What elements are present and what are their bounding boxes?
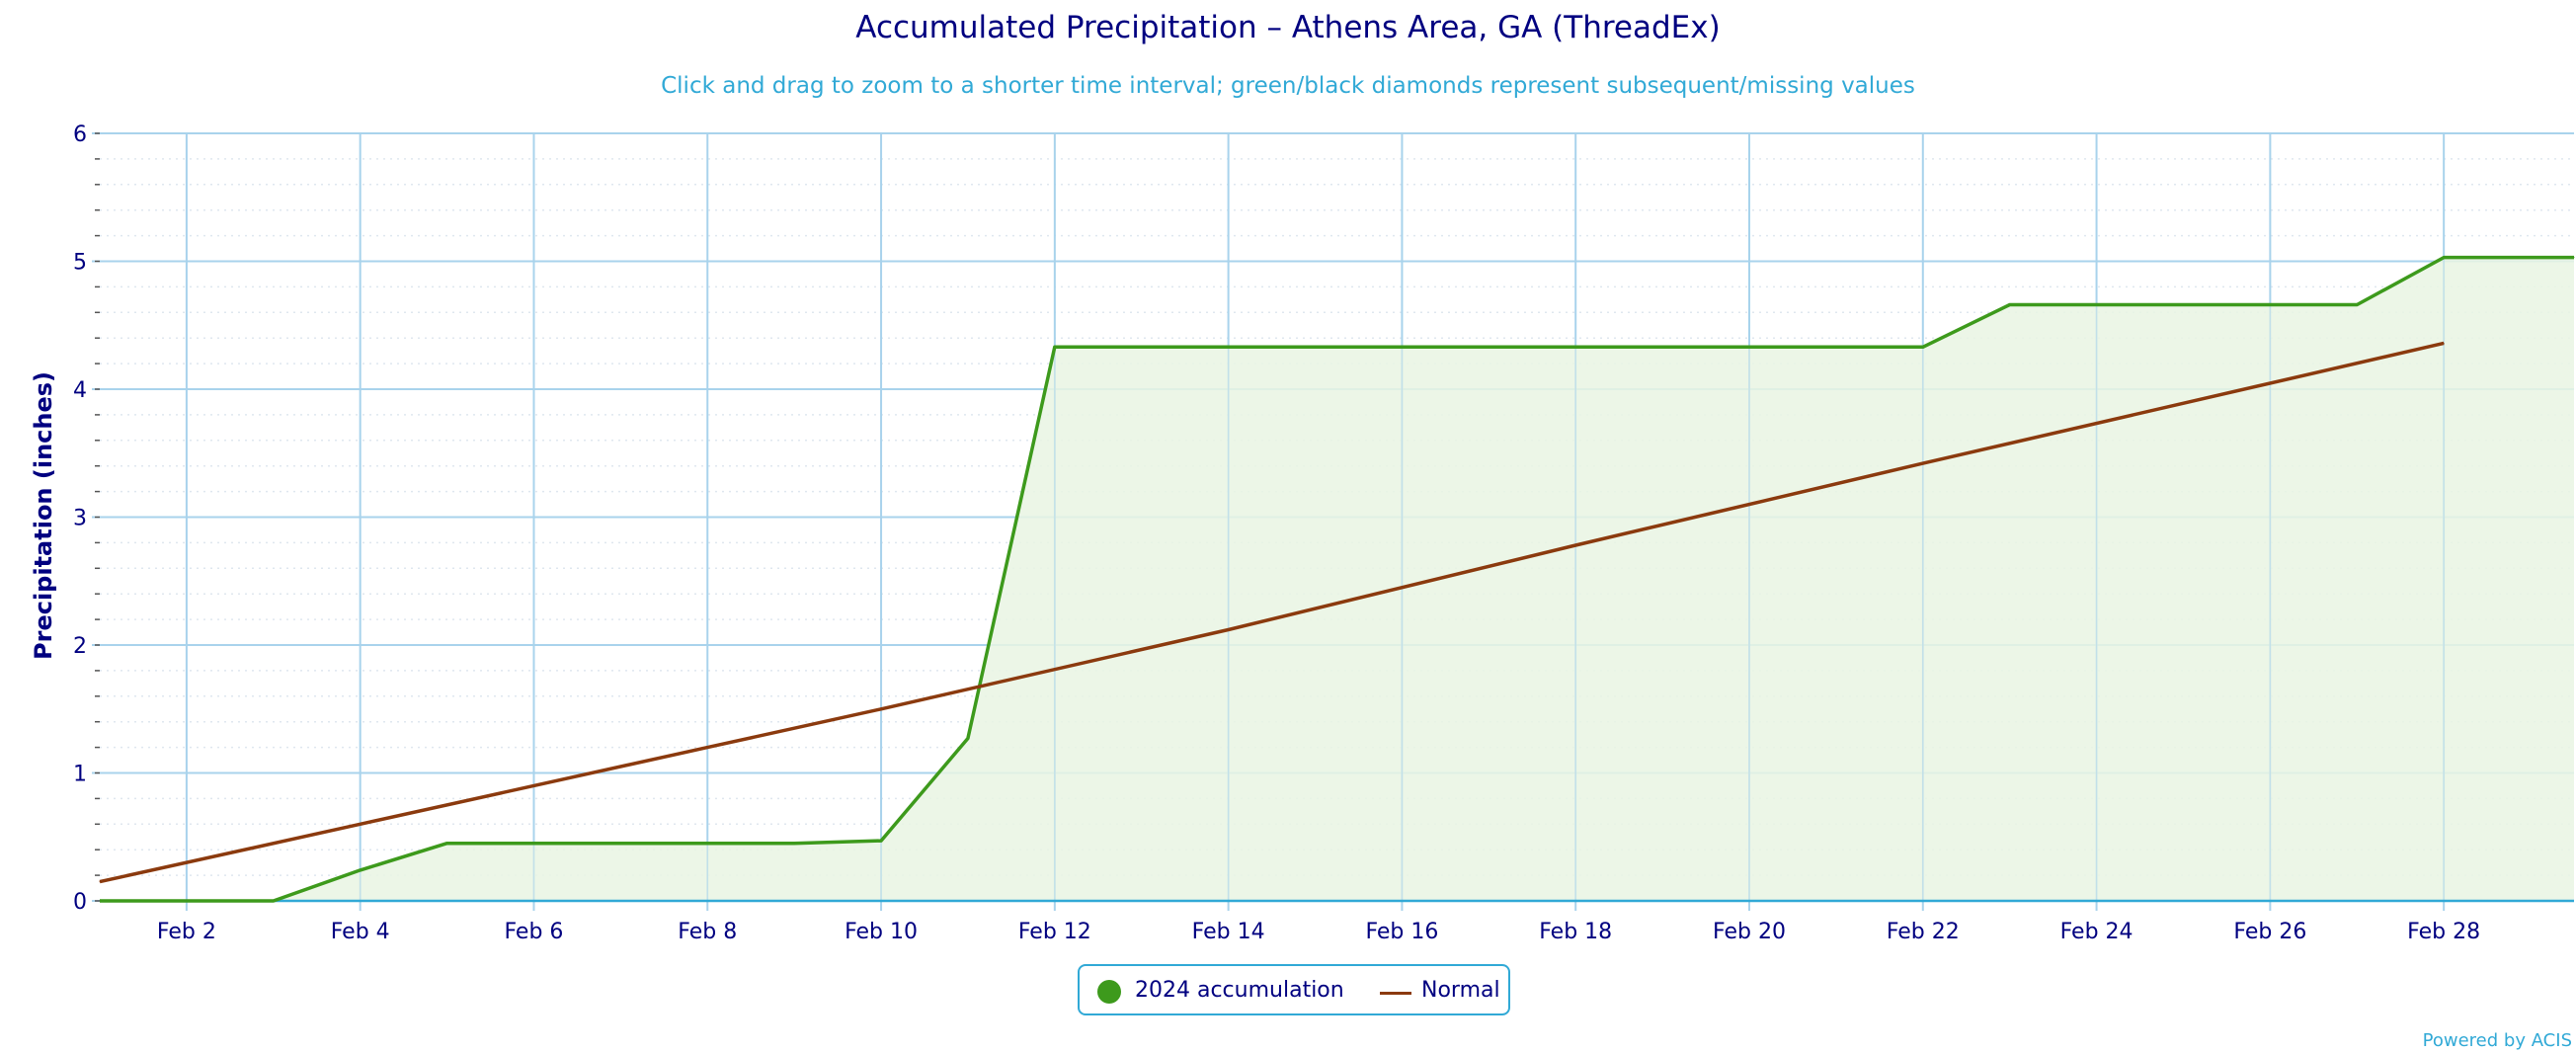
accumulation-point [793,843,795,845]
y-tick-label: 6 [73,122,87,147]
accumulation-point [1141,346,1143,348]
accumulation-point [1228,346,1230,348]
accumulation-point [880,840,882,842]
accumulation-point [273,900,275,902]
y-tick-label: 0 [73,890,87,915]
x-tick-label: Feb 22 [1887,920,1960,944]
accumulation-point [1315,346,1317,348]
accumulation-point [1401,346,1403,348]
y-axis-label: Precipitation (inches) [30,371,57,660]
x-tick-label: Feb 6 [504,920,563,944]
accumulation-point [1574,346,1576,348]
normal-point [360,823,362,825]
y-axis-ticks: 0 1 2 3 4 5 6 [73,122,100,915]
x-tick-label: Feb 28 [2407,920,2480,944]
accumulation-point [1054,346,1056,348]
x-tick-label: Feb 20 [1713,920,1786,944]
normal-line [99,341,2445,884]
accumulation-point [2443,257,2445,259]
accumulation-point [360,869,362,871]
accumulation-point [2356,304,2358,306]
x-tick-label: Feb 10 [845,920,918,944]
x-tick-label: Feb 26 [2233,920,2306,944]
accumulation-point [2096,304,2098,306]
x-tick-label: Feb 14 [1192,920,1265,944]
accumulation-point [2530,257,2532,259]
normal-point [880,708,882,710]
normal-point [2443,342,2445,344]
accumulation-line [100,255,2574,903]
x-tick-label: Feb 2 [157,920,216,944]
normal-point [706,747,708,749]
accumulation-point [2182,304,2184,306]
legend: 2024 accumulation Normal [1078,964,1510,1015]
accumulation-point [2573,257,2575,259]
x-axis-ticks: Feb 2 Feb 4 Feb 6 Feb 8 Feb 10 Feb 12 Feb 14 Fe… [157,920,2480,944]
accumulation-point [1661,346,1663,348]
x-tick-label: Feb 16 [1365,920,1438,944]
accumulation-point [1835,346,1837,348]
normal-point [99,881,101,883]
accumulation-point [186,900,188,902]
normal-point [1922,462,1924,464]
x-tick-label: Feb 12 [1018,920,1091,944]
legend-label-normal: Normal [1421,978,1500,1003]
normal-point [1228,628,1230,630]
accumulation-point [446,843,448,845]
accumulation-point [532,843,534,845]
legend-dot-icon [1097,980,1121,1004]
series-lines [99,255,2575,903]
accumulation-point [706,843,708,845]
accumulation-point [1922,346,1924,348]
x-tick-label: Feb 24 [2060,920,2133,944]
chart-title: Accumulated Precipitation – Athens Area,… [855,10,1721,45]
accumulation-fill [100,257,2574,902]
y-tick-label: 3 [73,507,87,531]
y-tick-label: 4 [73,378,87,403]
x-tick-label: Feb 8 [678,920,737,944]
accumulation-point [2009,304,2011,306]
normal-point [1574,544,1576,546]
legend-line-icon [1380,992,1411,995]
x-tick-label: Feb 18 [1539,920,1612,944]
accumulation-point [619,843,621,845]
accumulation-point [967,738,969,740]
accumulation-point [2269,304,2271,306]
chart-subtitle: Click and drag to zoom to a shorter time… [661,73,1915,99]
y-tick-label: 2 [73,634,87,659]
x-tick-label: Feb 4 [331,920,390,944]
y-tick-label: 1 [73,763,87,787]
y-tick-label: 5 [73,251,87,276]
legend-label-accumulation: 2024 accumulation [1135,978,1344,1003]
accumulation-area [100,133,2574,903]
credits-link[interactable]: Powered by ACIS [2422,1030,2572,1051]
accumulation-point [1748,346,1750,348]
